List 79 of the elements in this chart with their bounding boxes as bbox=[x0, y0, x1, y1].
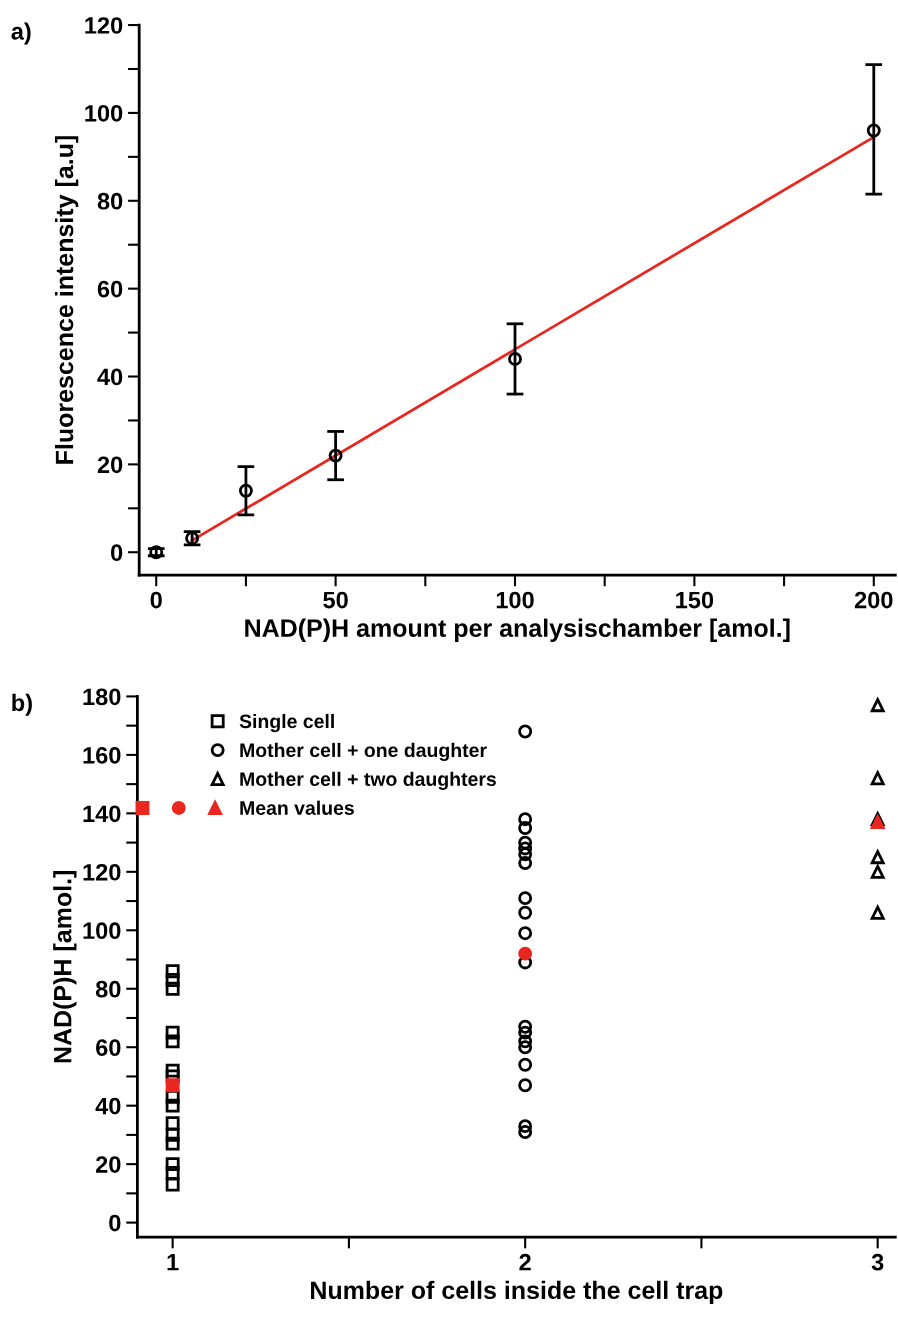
legend-label: Mother cell + two daughters bbox=[240, 771, 496, 790]
text: a) bbox=[11, 22, 31, 45]
y-tick-label: 60 bbox=[97, 280, 123, 298]
text: b) bbox=[12, 693, 32, 716]
y-tick-label: 120 bbox=[85, 17, 123, 34]
x-tick-label: 150 bbox=[676, 591, 714, 609]
x-tick-label: 100 bbox=[496, 591, 534, 609]
y-tick-label: 60 bbox=[96, 1039, 121, 1056]
point bbox=[518, 835, 533, 850]
x-tick-label: 200 bbox=[854, 591, 893, 609]
y-axis-title: NAD(P)H [amol.] bbox=[53, 871, 77, 1063]
point bbox=[165, 1089, 180, 1104]
legend-label: Single cell bbox=[239, 713, 334, 733]
x-axis-title: NAD(P)H amount per analysischamber [amol.] bbox=[245, 618, 790, 642]
point bbox=[165, 981, 180, 996]
y-tick-label: 80 bbox=[95, 980, 121, 998]
point bbox=[165, 1063, 180, 1078]
y-tick-label: 0 bbox=[111, 544, 123, 562]
point bbox=[870, 698, 885, 713]
point bbox=[518, 1025, 533, 1040]
y-tick-label: 40 bbox=[97, 368, 123, 386]
point bbox=[518, 1078, 533, 1093]
point bbox=[518, 1040, 533, 1055]
point bbox=[165, 964, 180, 979]
point bbox=[165, 1116, 180, 1131]
point bbox=[518, 856, 533, 870]
point bbox=[165, 1136, 180, 1151]
point bbox=[518, 724, 533, 739]
legend-label: Mean values bbox=[240, 800, 354, 815]
point bbox=[328, 448, 343, 463]
point bbox=[518, 1057, 533, 1072]
point bbox=[518, 812, 533, 827]
point bbox=[165, 1157, 180, 1172]
point bbox=[165, 1098, 180, 1113]
y-tick-label: 140 bbox=[83, 805, 121, 823]
point bbox=[518, 1019, 533, 1034]
point bbox=[518, 905, 533, 920]
point bbox=[870, 850, 885, 865]
point bbox=[518, 926, 533, 941]
x-axis-title: Number of cells inside the cell trap bbox=[311, 1280, 723, 1305]
x-tick-label: 0 bbox=[150, 591, 162, 609]
x-tick-label: 50 bbox=[323, 591, 348, 609]
point bbox=[518, 955, 533, 970]
y-tick-label: 180 bbox=[83, 688, 121, 706]
x-tick-label: 3 bbox=[871, 1253, 884, 1271]
point bbox=[518, 1034, 533, 1049]
x-tick-label: 2 bbox=[519, 1253, 531, 1271]
point bbox=[508, 351, 522, 366]
point bbox=[165, 973, 180, 987]
point bbox=[518, 821, 533, 835]
point bbox=[870, 864, 885, 879]
point bbox=[165, 1025, 180, 1040]
point bbox=[165, 1034, 180, 1049]
x-tick-label: 1 bbox=[167, 1254, 179, 1271]
y-tick-label: 40 bbox=[95, 1097, 121, 1115]
y-tick-label: 20 bbox=[97, 456, 123, 474]
point bbox=[165, 1165, 180, 1180]
y-tick-label: 160 bbox=[83, 746, 121, 764]
y-tick-label: 100 bbox=[85, 104, 123, 122]
point bbox=[518, 891, 533, 906]
point bbox=[165, 1127, 180, 1142]
y-axis-title: Fluorescence intensity [a.u] bbox=[54, 136, 79, 464]
point bbox=[518, 1119, 533, 1134]
y-tick-label: 120 bbox=[83, 863, 121, 881]
point bbox=[870, 905, 885, 920]
point bbox=[238, 483, 253, 498]
point bbox=[518, 841, 533, 856]
point bbox=[165, 1078, 180, 1093]
y-tick-label: 80 bbox=[97, 192, 123, 210]
point bbox=[866, 123, 881, 138]
point bbox=[518, 847, 533, 862]
y-tick-label: 20 bbox=[95, 1156, 121, 1173]
y-tick-label: 100 bbox=[83, 922, 121, 940]
point bbox=[518, 1125, 533, 1139]
legend-label: Mother cell + one daughter bbox=[240, 742, 487, 762]
point bbox=[518, 946, 533, 961]
point bbox=[870, 771, 885, 786]
point bbox=[165, 1177, 180, 1192]
y-tick-label: 0 bbox=[109, 1214, 121, 1232]
